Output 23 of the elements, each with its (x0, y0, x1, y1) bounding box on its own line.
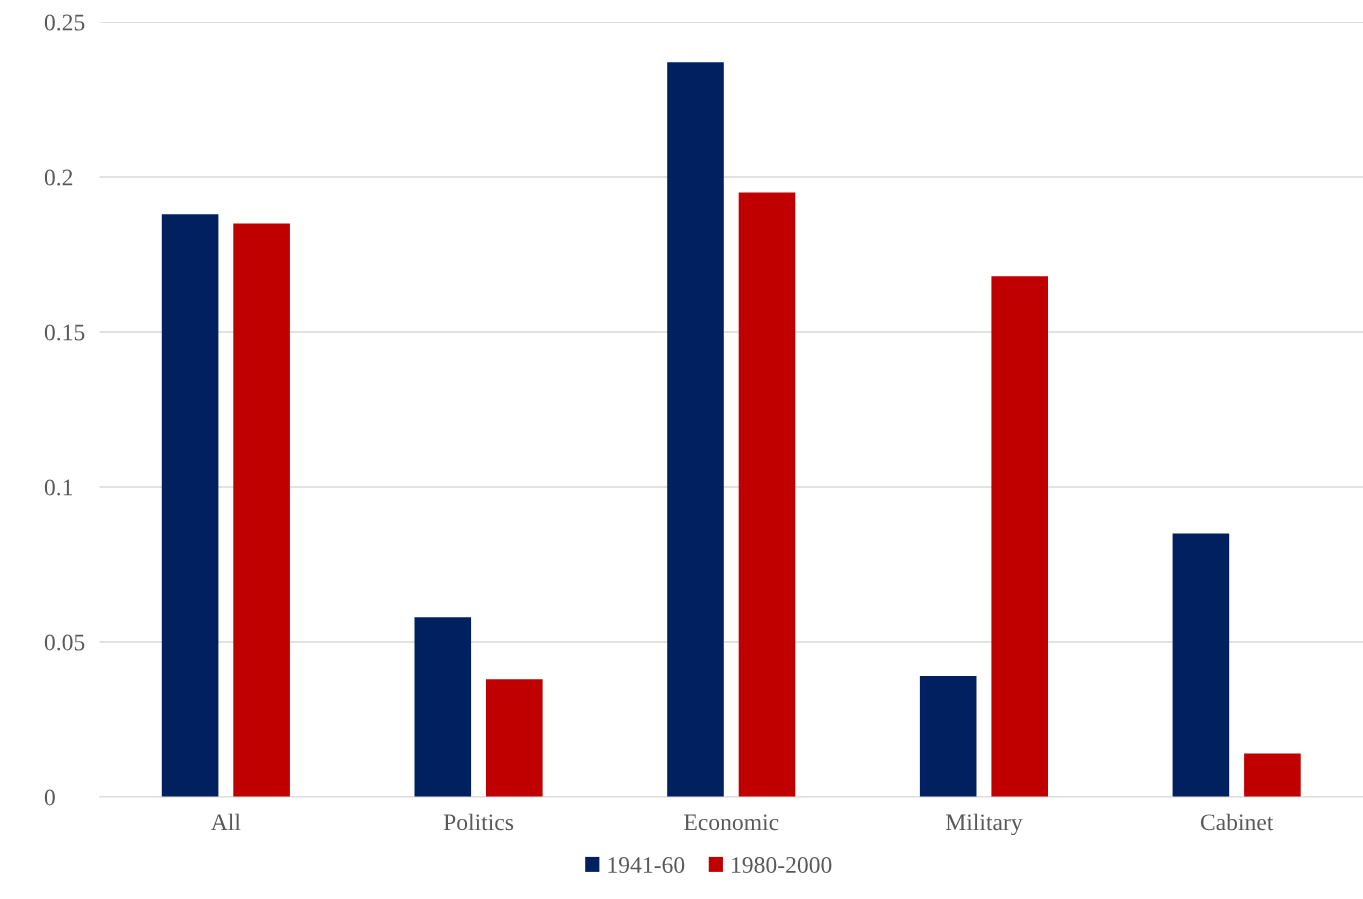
y-tick-label: 0.15 (44, 324, 85, 341)
y-tick-label: 0.2 (44, 169, 73, 186)
bar (161, 214, 219, 797)
bar (233, 223, 290, 797)
x-tick-label: Military (945, 813, 1023, 836)
bar (1244, 753, 1301, 797)
legend-label: 1941-60 (608, 857, 685, 873)
y-tick-label: 0.1 (44, 479, 73, 496)
y-tick-label: 0.05 (44, 634, 85, 651)
bar (414, 617, 472, 797)
bar (919, 676, 977, 797)
bar (486, 679, 543, 797)
bar (667, 62, 724, 797)
x-tick-label: Economic (684, 814, 779, 831)
y-tick-label: 0.25 (44, 14, 85, 31)
x-tick-label: Politics (443, 813, 514, 831)
y-tick-label: 0 (44, 789, 55, 806)
bar (1172, 533, 1230, 797)
bar (991, 276, 1049, 797)
x-tick-label: All (211, 813, 241, 831)
x-tick-label: Cabinet (1200, 813, 1274, 831)
bar (738, 192, 796, 797)
legend-label: 1980-2000 (732, 857, 832, 873)
